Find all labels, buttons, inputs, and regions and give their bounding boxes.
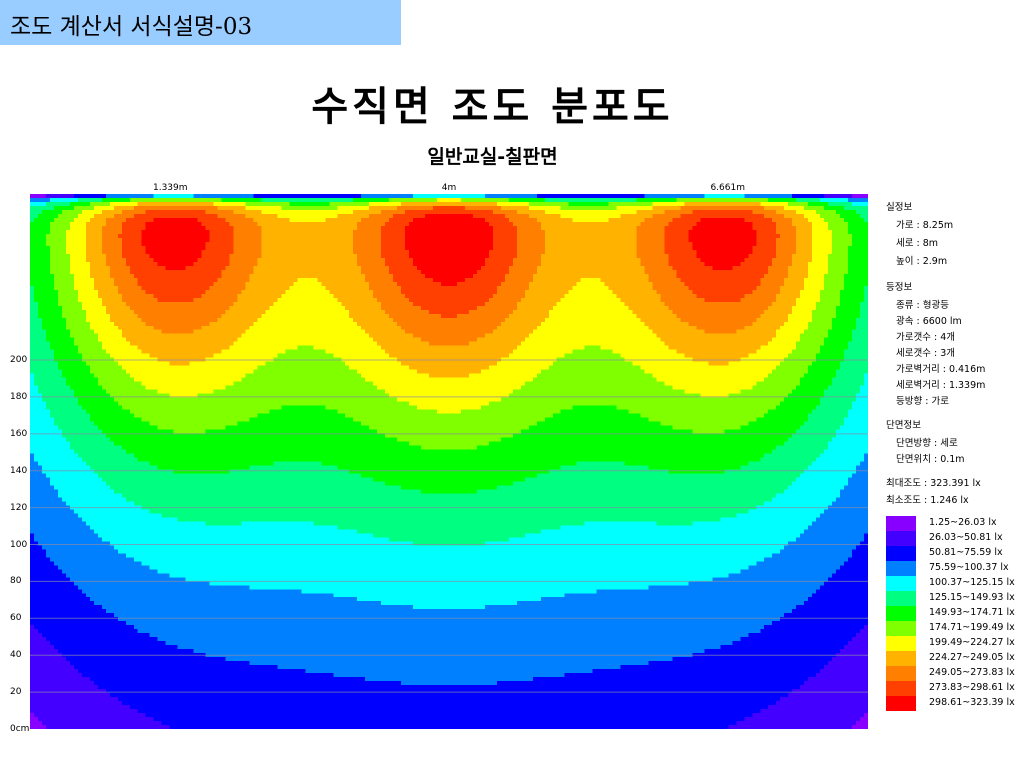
legend-item: 1.25~26.03 lx [886, 516, 1022, 531]
x-tick-label: 1.339m [152, 183, 188, 193]
legend-swatch [886, 696, 916, 711]
lamp-wall-x: 가로벽거리 : 0.416m [896, 364, 986, 375]
min-illuminance: 최소조도 : 1.246 lx [886, 495, 969, 506]
illuminance-heatmap [30, 194, 868, 729]
legend-label: 149.93~174.71 lx [929, 607, 1015, 619]
lamp-cols: 가로갯수 : 4개 [896, 332, 955, 343]
x-tick-label: 6.661m [710, 183, 746, 193]
legend-item: 50.81~75.59 lx [886, 546, 1022, 561]
legend-item: 249.05~273.83 lx [886, 666, 1022, 681]
legend-label: 125.15~149.93 lx [929, 592, 1015, 604]
legend-swatch [886, 606, 916, 621]
heatmap-image [30, 194, 868, 729]
y-tick-label: 80 [10, 576, 22, 587]
y-tick-label: 40 [10, 650, 22, 661]
legend-label: 224.27~249.05 lx [929, 652, 1015, 664]
room-height: 높이 : 2.9m [896, 256, 948, 267]
legend-item: 26.03~50.81 lx [886, 531, 1022, 546]
section-info-heading: 단면정보 [886, 420, 921, 431]
legend-swatch [886, 561, 916, 576]
y-tick-label: 200 [10, 355, 28, 366]
legend-item: 273.83~298.61 lx [886, 681, 1022, 696]
legend-item: 75.59~100.37 lx [886, 561, 1022, 576]
lamp-rows: 세로갯수 : 3개 [896, 348, 955, 359]
room-depth: 세로 : 8m [896, 238, 939, 249]
legend-swatch [886, 636, 916, 651]
legend-label: 50.81~75.59 lx [929, 547, 1003, 559]
y-tick-label: 20 [10, 687, 22, 698]
legend-swatch [886, 681, 916, 696]
legend-label: 273.83~298.61 lx [929, 682, 1015, 694]
legend-label: 174.71~199.49 lx [929, 622, 1015, 634]
legend-swatch [886, 531, 916, 546]
section-direction: 단면방향 : 세로 [896, 438, 958, 449]
legend-swatch [886, 666, 916, 681]
legend-swatch [886, 621, 916, 636]
legend-swatch [886, 516, 916, 531]
section-position: 단면위치 : 0.1m [896, 454, 965, 465]
y-tick-label: 0cm [10, 724, 30, 734]
legend-item: 100.37~125.15 lx [886, 576, 1022, 591]
legend-item: 224.27~249.05 lx [886, 651, 1022, 666]
x-tick-label: 4m [441, 183, 457, 193]
y-tick-label: 60 [10, 613, 22, 624]
page-title: 수직면 조도 분포도 [311, 84, 674, 130]
legend: 1.25~26.03 lx 26.03~50.81 lx 50.81~75.59 l… [886, 516, 1022, 711]
legend-item: 298.61~323.39 lx [886, 696, 1022, 711]
legend-label: 199.49~224.27 lx [929, 637, 1015, 649]
lamp-info-heading: 등정보 [886, 282, 913, 293]
legend-item: 125.15~149.93 lx [886, 591, 1022, 606]
max-illuminance: 최대조도 : 323.391 lx [886, 478, 981, 489]
y-tick-label: 160 [10, 428, 28, 439]
header-banner: 조도 계산서 서식설명-03 [0, 0, 401, 45]
legend-label: 249.05~273.83 lx [929, 667, 1015, 679]
lamp-type: 종류 : 형광등 [896, 300, 949, 311]
legend-label: 26.03~50.81 lx [929, 532, 1003, 544]
legend-item: 174.71~199.49 lx [886, 621, 1022, 636]
grid-lines [30, 359, 868, 693]
room-width: 가로 : 8.25m [896, 220, 954, 231]
y-tick-label: 140 [10, 465, 28, 476]
legend-label: 1.25~26.03 lx [929, 517, 997, 529]
legend-swatch [886, 576, 916, 591]
header-title: 조도 계산서 서식설명-03 [10, 14, 253, 40]
lamp-wall-y: 세로벽거리 : 1.339m [896, 380, 986, 391]
legend-label: 100.37~125.15 lx [929, 577, 1015, 589]
legend-item: 199.49~224.27 lx [886, 636, 1022, 651]
legend-swatch [886, 591, 916, 606]
legend-swatch [886, 546, 916, 561]
lamp-direction: 등방향 : 가로 [896, 396, 949, 407]
page-subtitle: 일반교실-칠판면 [427, 146, 558, 168]
room-info-heading: 실정보 [886, 202, 913, 213]
y-tick-label: 100 [10, 539, 28, 550]
legend-label: 298.61~323.39 lx [929, 697, 1015, 709]
y-tick-label: 120 [10, 502, 28, 513]
legend-item: 149.93~174.71 lx [886, 606, 1022, 621]
lamp-flux: 광속 : 6600 lm [896, 316, 962, 327]
legend-label: 75.59~100.37 lx [929, 562, 1009, 574]
info-panel: 실정보 가로 : 8.25m 세로 : 8m 높이 : 2.9m 등정보 종류 … [886, 202, 1022, 711]
legend-swatch [886, 651, 916, 666]
y-tick-label: 180 [10, 391, 28, 402]
